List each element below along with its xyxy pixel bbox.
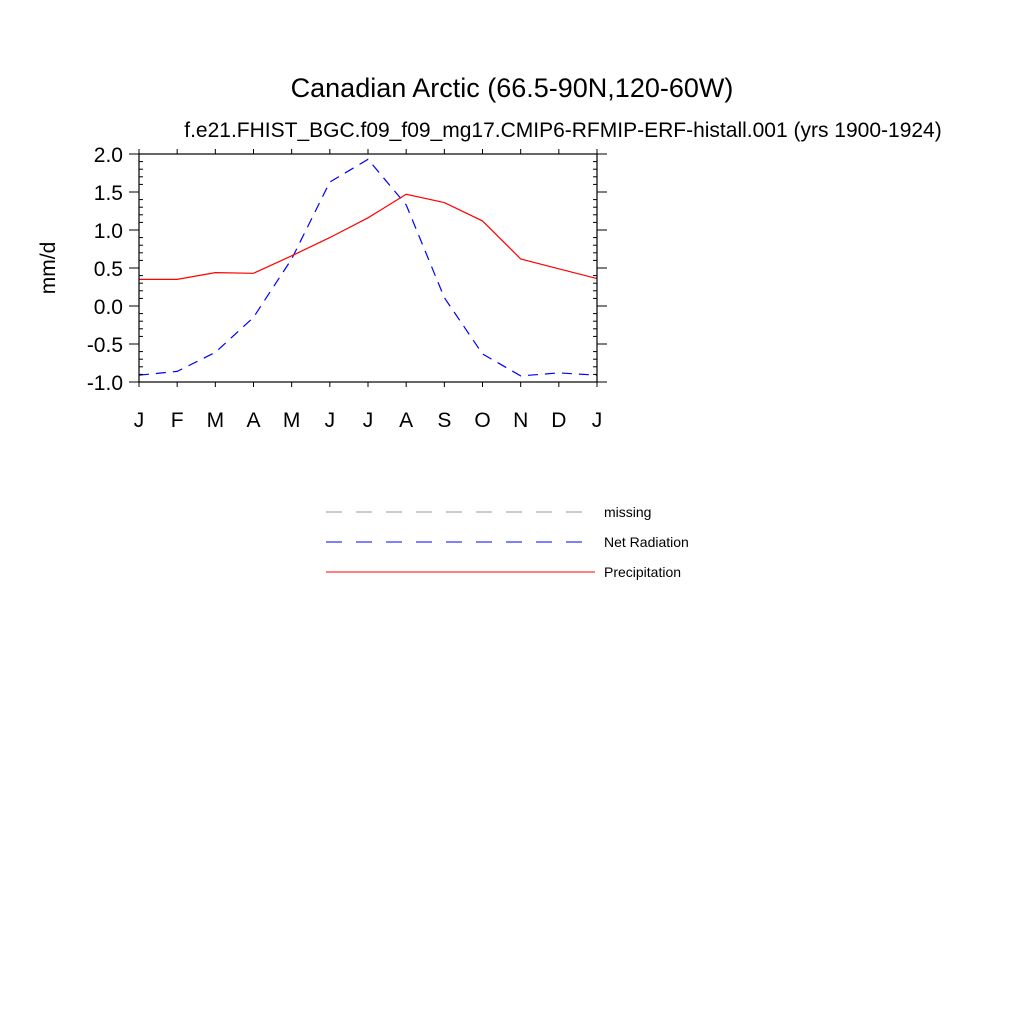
legend-label: Precipitation (604, 564, 681, 580)
y-ticks: 2.0 1.5 1.0 0.5 0.0 -0.5 -1.0 (87, 144, 607, 395)
x-tick-label: A (399, 409, 413, 432)
y-tick-label: -0.5 (87, 334, 123, 357)
x-tick-label: O (474, 409, 490, 432)
y-tick-label: 1.5 (94, 182, 123, 205)
net-radiation-line (138, 158, 598, 377)
x-tick-label: J (363, 409, 374, 432)
y-axis-label: mm/d (37, 242, 60, 295)
y-tick-label: -1.0 (87, 372, 123, 395)
x-tick-label: N (513, 409, 528, 432)
legend-label: missing (604, 504, 651, 520)
x-tick-label: J (592, 409, 603, 432)
x-tick-label: S (437, 409, 451, 432)
plot-frame (138, 153, 598, 383)
x-tick-label: J (325, 409, 336, 432)
chart-title: Canadian Arctic (66.5-90N,120-60W) (291, 73, 734, 103)
x-tick-label: F (171, 409, 184, 432)
x-tick-label: J (134, 409, 145, 432)
legend-label: Net Radiation (604, 534, 689, 550)
x-tick-label: M (207, 409, 225, 432)
x-tick-label: M (283, 409, 301, 432)
legend: missing Net Radiation Precipitation (326, 504, 689, 580)
series-layer (138, 158, 598, 377)
y-tick-label: 0.0 (94, 296, 123, 319)
chart-subtitle: f.e21.FHIST_BGC.f09_f09_mg17.CMIP6-RFMIP… (184, 119, 941, 142)
x-tick-label: D (551, 409, 566, 432)
precipitation-line (139, 193, 598, 280)
y-tick-label: 0.5 (94, 258, 123, 281)
x-tick-label: A (246, 409, 260, 432)
y-tick-label: 1.0 (94, 220, 123, 243)
y-tick-label: 2.0 (94, 144, 123, 167)
